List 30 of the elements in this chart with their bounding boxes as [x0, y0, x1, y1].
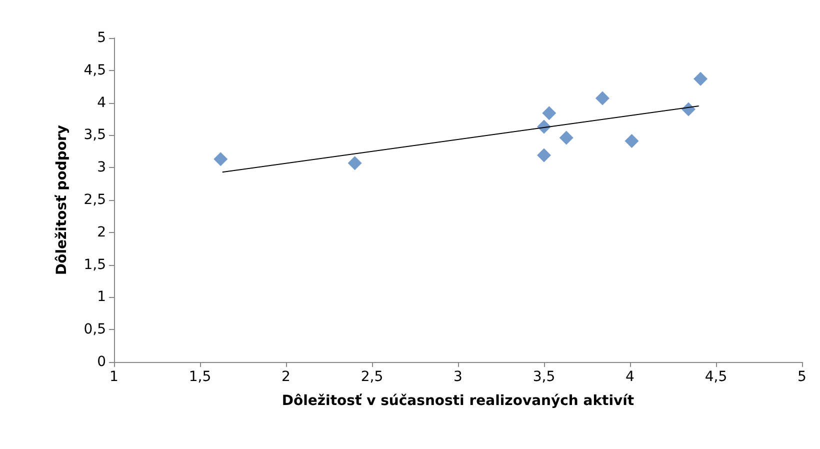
y-tick-label: 3	[97, 160, 106, 176]
y-tick-label: 0,5	[84, 322, 106, 338]
x-tick-label: 3,5	[532, 369, 556, 385]
point	[348, 156, 362, 170]
y-tick-label: 0	[97, 354, 106, 370]
y-axis-title: Dôležitosť podpory	[54, 124, 70, 276]
point	[537, 148, 551, 162]
x-axis-title: Dôležitosť v súčasnosti realizovaných aktivít	[282, 393, 634, 409]
point	[559, 130, 574, 145]
y-tick-label: 2,5	[84, 192, 106, 208]
point	[694, 72, 708, 86]
x-tick-label: 2	[282, 369, 290, 385]
y-tick-label: 3,5	[84, 127, 106, 144]
x-tick-label: 1	[110, 369, 118, 385]
x-tick-label: 1,5	[188, 369, 212, 385]
y-tick-label: 4,5	[84, 62, 106, 78]
x-tick-label: 3	[454, 369, 462, 385]
point	[624, 134, 639, 148]
y-tick-label: 2	[97, 224, 106, 240]
x-tick-label: 4,5	[704, 369, 728, 385]
y-tick-label: 5	[97, 30, 106, 46]
y-tick-label: 1	[97, 289, 106, 306]
point	[214, 152, 228, 166]
x-tick-label: 5	[798, 369, 806, 385]
point	[595, 91, 610, 106]
y-tick-label: 1,5	[84, 256, 106, 273]
point	[542, 106, 556, 120]
x-tick-label: 4	[626, 369, 635, 385]
x-tick-label: 2,5	[360, 369, 384, 385]
y-tick-label: 4	[97, 94, 106, 111]
